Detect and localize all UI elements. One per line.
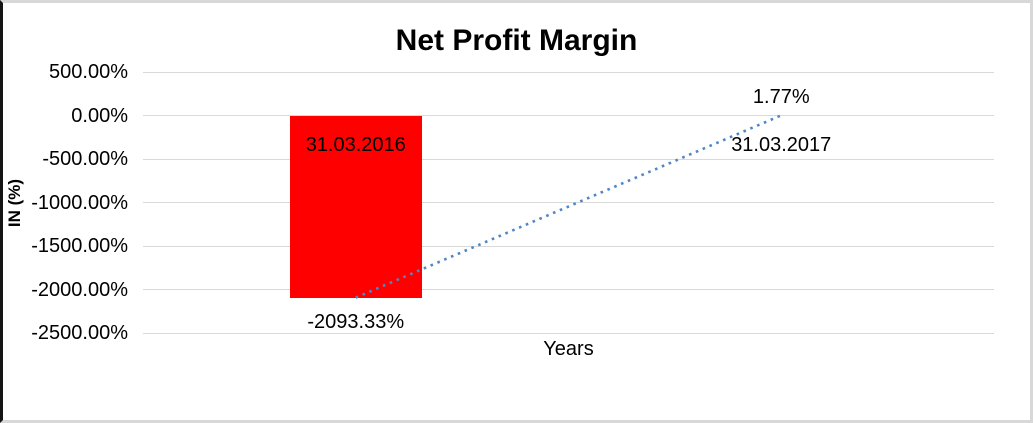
bar bbox=[289, 115, 422, 298]
y-tick-label: -1000.00% bbox=[31, 191, 128, 214]
bar-value-label: -2093.33% bbox=[307, 310, 405, 333]
y-tick-label: 0.00% bbox=[71, 104, 128, 127]
gridline bbox=[143, 289, 994, 290]
chart-title: Net Profit Margin bbox=[395, 24, 638, 57]
y-tick-label: -500.00% bbox=[42, 148, 128, 170]
gridline bbox=[143, 202, 994, 203]
y-tick-label: -2500.00% bbox=[31, 322, 128, 344]
gridline bbox=[143, 245, 994, 247]
bar-category-label: 31.03.2016 bbox=[305, 133, 406, 156]
point-category-label: 31.03.2017 bbox=[731, 134, 832, 157]
x-axis-title: Years bbox=[543, 338, 594, 360]
y-tick-label: -1500.00% bbox=[31, 235, 128, 257]
gridline bbox=[143, 115, 994, 116]
point-value-label: 1.77% bbox=[752, 86, 810, 109]
gridline bbox=[143, 71, 994, 73]
y-tick-label: -2000.00% bbox=[31, 278, 128, 301]
y-tick-label: 500.00% bbox=[49, 61, 128, 83]
gridline bbox=[143, 158, 994, 160]
gridline bbox=[143, 332, 994, 334]
trendline-segment bbox=[355, 114, 782, 299]
